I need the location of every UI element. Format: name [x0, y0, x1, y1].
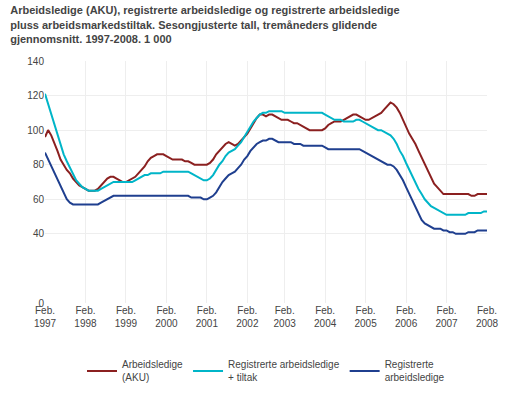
- svg-text:100: 100: [27, 125, 44, 136]
- svg-text:Feb.2002: Feb.2002: [236, 305, 259, 329]
- svg-text:Feb.1999: Feb.1999: [115, 305, 138, 329]
- svg-text:Feb.2003: Feb.2003: [274, 305, 297, 329]
- svg-text:Feb.2008: Feb.2008: [476, 305, 499, 329]
- svg-text:Feb.2007: Feb.2007: [435, 305, 458, 329]
- svg-text:Arbeidsledige (AKU), registrer: Arbeidsledige (AKU), registrerte arbeids…: [10, 4, 399, 45]
- svg-text:Registrertearbeidsledige: Registrertearbeidsledige: [385, 359, 445, 383]
- svg-text:Feb.2000: Feb.2000: [155, 305, 178, 329]
- svg-text:Feb.2001: Feb.2001: [196, 305, 219, 329]
- svg-text:Arbeidsledige(AKU): Arbeidsledige(AKU): [122, 359, 183, 383]
- svg-text:Feb.2004: Feb.2004: [314, 305, 337, 329]
- svg-text:Feb.2005: Feb.2005: [354, 305, 377, 329]
- svg-text:Registrerte arbeidsledige+ til: Registrerte arbeidsledige+ tiltak: [228, 359, 340, 383]
- svg-text:140: 140: [27, 56, 44, 67]
- svg-text:Feb.2006: Feb.2006: [395, 305, 418, 329]
- svg-text:Feb.1997: Feb.1997: [34, 305, 57, 329]
- svg-text:120: 120: [27, 90, 44, 101]
- svg-text:60: 60: [33, 194, 45, 205]
- svg-text:0: 0: [38, 298, 44, 309]
- svg-text:80: 80: [33, 159, 45, 170]
- svg-text:Feb.1998: Feb.1998: [74, 305, 97, 329]
- svg-text:40: 40: [33, 228, 45, 239]
